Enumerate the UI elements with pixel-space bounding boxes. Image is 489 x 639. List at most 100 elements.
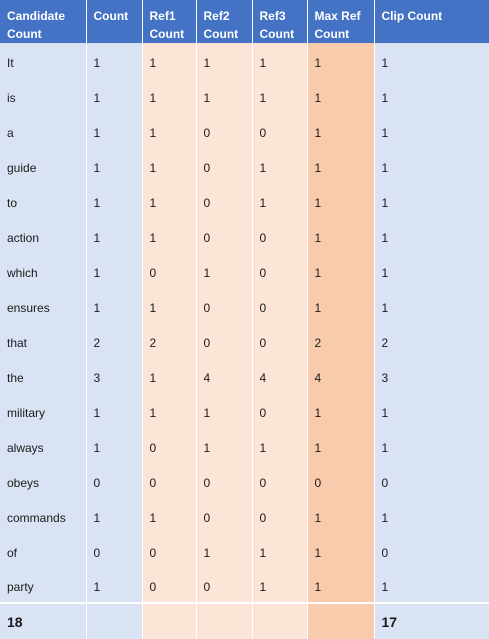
- max-ref-count-cell: 2: [307, 323, 375, 358]
- ref1-count-cell: 0: [142, 463, 197, 498]
- max-ref-count-cell: 0: [307, 463, 375, 498]
- table-row: which 1 0 1 0 1 1: [0, 253, 489, 288]
- ref2-count-cell: 1: [196, 533, 253, 568]
- max-ref-count-cell: 1: [307, 428, 375, 463]
- ref3-count-cell: 1: [252, 148, 308, 183]
- ref2-count-cell: 1: [196, 428, 253, 463]
- clip-count-cell: 0: [374, 533, 489, 568]
- clip-count-cell: 1: [374, 148, 489, 183]
- ref3-count-cell: 0: [252, 498, 308, 533]
- count-cell: 0: [86, 533, 143, 568]
- candidate-word-cell: a: [0, 113, 87, 148]
- clip-count-cell: 1: [374, 253, 489, 288]
- ref3-count-cell: 0: [252, 323, 308, 358]
- max-ref-count-cell: 1: [307, 183, 375, 218]
- max-ref-count-cell: 1: [307, 288, 375, 323]
- total-max-ref-empty: [307, 602, 375, 639]
- ref1-count-cell: 0: [142, 253, 197, 288]
- candidate-word-cell: of: [0, 533, 87, 568]
- ref2-count-cell: 0: [196, 148, 253, 183]
- ref3-count-cell: 0: [252, 393, 308, 428]
- ref3-count-cell: 0: [252, 253, 308, 288]
- table-row: that 2 2 0 0 2 2: [0, 323, 489, 358]
- clip-count-cell: 3: [374, 358, 489, 393]
- ref3-count-cell: 1: [252, 78, 308, 113]
- max-ref-count-cell: 1: [307, 393, 375, 428]
- clip-count-cell: 1: [374, 393, 489, 428]
- ref2-count-cell: 0: [196, 463, 253, 498]
- ref1-count-cell: 1: [142, 288, 197, 323]
- ref3-count-cell: 4: [252, 358, 308, 393]
- clip-count-cell: 1: [374, 568, 489, 603]
- clip-count-cell: 1: [374, 183, 489, 218]
- ref1-count-cell: 0: [142, 568, 197, 603]
- total-clip-count: 17: [374, 602, 489, 639]
- table-row: action 1 1 0 0 1 1: [0, 218, 489, 253]
- header-row: Candidate Count Count Ref1 Count Ref2 Count…: [0, 0, 489, 43]
- count-cell: 1: [86, 218, 143, 253]
- count-cell: 1: [86, 253, 143, 288]
- ref2-count-cell: 0: [196, 218, 253, 253]
- total-ref1-empty: [142, 602, 197, 639]
- candidate-word-cell: ensures: [0, 288, 87, 323]
- ref3-count-cell: 1: [252, 183, 308, 218]
- candidate-word-cell: commands: [0, 498, 87, 533]
- table-row: is 1 1 1 1 1 1: [0, 78, 489, 113]
- ref1-count-cell: 1: [142, 358, 197, 393]
- candidate-word-cell: It: [0, 43, 87, 78]
- ref2-count-cell: 0: [196, 498, 253, 533]
- max-ref-count-cell: 1: [307, 78, 375, 113]
- clip-count-cell: 1: [374, 218, 489, 253]
- header-ref3-count: Ref3 Count: [252, 0, 308, 43]
- table-row: of 0 0 1 1 1 0: [0, 533, 489, 568]
- candidate-word-cell: guide: [0, 148, 87, 183]
- ref2-count-cell: 0: [196, 183, 253, 218]
- candidate-word-cell: military: [0, 393, 87, 428]
- max-ref-count-cell: 4: [307, 358, 375, 393]
- count-cell: 1: [86, 498, 143, 533]
- clip-count-cell: 0: [374, 463, 489, 498]
- header-count: Count: [86, 0, 143, 43]
- ref3-count-cell: 1: [252, 428, 308, 463]
- table-row: military 1 1 1 0 1 1: [0, 393, 489, 428]
- ref1-count-cell: 2: [142, 323, 197, 358]
- max-ref-count-cell: 1: [307, 568, 375, 603]
- table-row: commands 1 1 0 0 1 1: [0, 498, 489, 533]
- table-row: the 3 1 4 4 4 3: [0, 358, 489, 393]
- ref2-count-cell: 1: [196, 78, 253, 113]
- header-ref1-count: Ref1 Count: [142, 0, 197, 43]
- ref1-count-cell: 0: [142, 428, 197, 463]
- ref2-count-cell: 1: [196, 253, 253, 288]
- totals-row: 18 17: [0, 602, 489, 639]
- max-ref-count-cell: 1: [307, 113, 375, 148]
- header-clip-count: Clip Count: [374, 0, 489, 43]
- max-ref-count-cell: 1: [307, 43, 375, 78]
- count-cell: 1: [86, 288, 143, 323]
- ref2-count-cell: 1: [196, 393, 253, 428]
- ref1-count-cell: 1: [142, 183, 197, 218]
- table-row: always 1 0 1 1 1 1: [0, 428, 489, 463]
- ref3-count-cell: 0: [252, 113, 308, 148]
- clip-count-cell: 1: [374, 288, 489, 323]
- candidate-word-cell: action: [0, 218, 87, 253]
- count-cell: 1: [86, 113, 143, 148]
- ref2-count-cell: 0: [196, 113, 253, 148]
- header-candidate-count: Candidate Count: [0, 0, 87, 43]
- clip-count-cell: 1: [374, 43, 489, 78]
- ref1-count-cell: 0: [142, 533, 197, 568]
- count-cell: 2: [86, 323, 143, 358]
- table-row: ensures 1 1 0 0 1 1: [0, 288, 489, 323]
- clip-count-cell: 1: [374, 78, 489, 113]
- count-cell: 1: [86, 183, 143, 218]
- candidate-word-cell: always: [0, 428, 87, 463]
- total-count-empty: [86, 602, 143, 639]
- count-cell: 1: [86, 393, 143, 428]
- table-row: It 1 1 1 1 1 1: [0, 43, 489, 78]
- ref1-count-cell: 1: [142, 113, 197, 148]
- count-cell: 1: [86, 148, 143, 183]
- ref3-count-cell: 1: [252, 533, 308, 568]
- candidate-word-cell: is: [0, 78, 87, 113]
- count-cell: 1: [86, 428, 143, 463]
- ref1-count-cell: 1: [142, 218, 197, 253]
